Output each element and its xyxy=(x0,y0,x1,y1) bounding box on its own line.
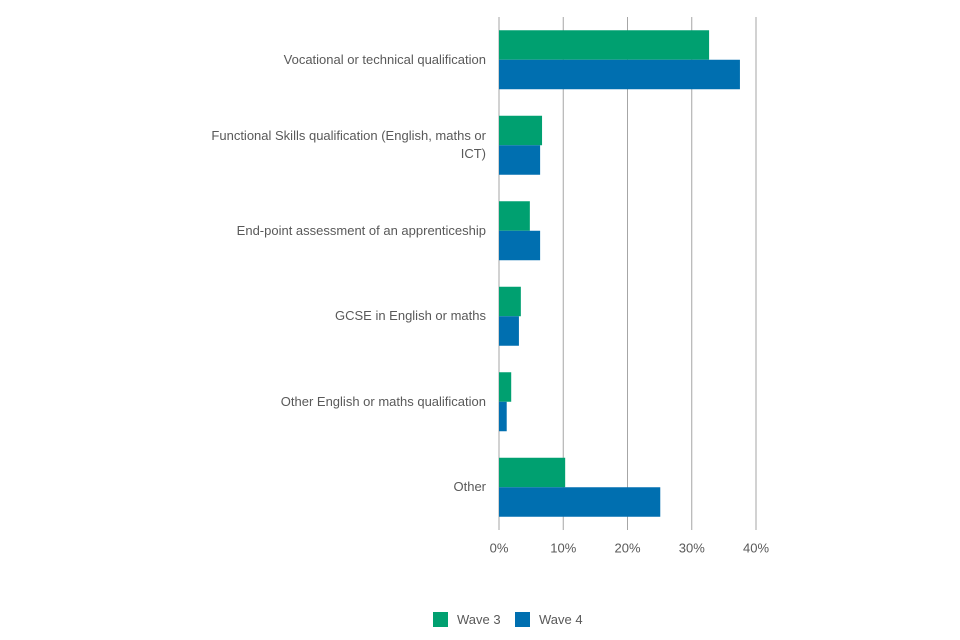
legend-item: Wave 3 xyxy=(433,612,501,627)
legend-swatch xyxy=(515,612,530,627)
bar xyxy=(499,316,519,346)
x-tick-label: 10% xyxy=(550,540,576,555)
y-tick-label: Functional Skills qualification (English… xyxy=(211,128,486,162)
bar xyxy=(499,401,507,432)
y-tick-label: End-point assessment of an apprenticeshi… xyxy=(236,222,486,238)
legend-label: Wave 3 xyxy=(457,612,501,627)
bar xyxy=(499,59,740,90)
legend-item: Wave 4 xyxy=(515,612,583,627)
x-tick-label: 0% xyxy=(490,540,509,555)
y-tick-label: GCSE in English or maths xyxy=(334,308,486,324)
bar xyxy=(499,457,566,488)
bar xyxy=(499,487,661,517)
legend-label: Wave 4 xyxy=(539,612,583,627)
bar xyxy=(499,30,710,60)
y-tick-label: Other English or maths qualification xyxy=(280,393,486,409)
legend-swatch xyxy=(433,612,448,627)
y-tick-label: Other xyxy=(453,479,486,495)
x-tick-label: 30% xyxy=(679,540,705,555)
bar xyxy=(499,145,541,175)
x-tick-label: 40% xyxy=(743,540,769,555)
bar xyxy=(499,201,530,231)
bar xyxy=(499,286,521,317)
y-tick-label: Vocational or technical qualification xyxy=(283,51,486,67)
bar xyxy=(499,372,512,402)
bar xyxy=(499,230,541,261)
x-tick-label: 20% xyxy=(614,540,640,555)
bar xyxy=(499,115,543,146)
